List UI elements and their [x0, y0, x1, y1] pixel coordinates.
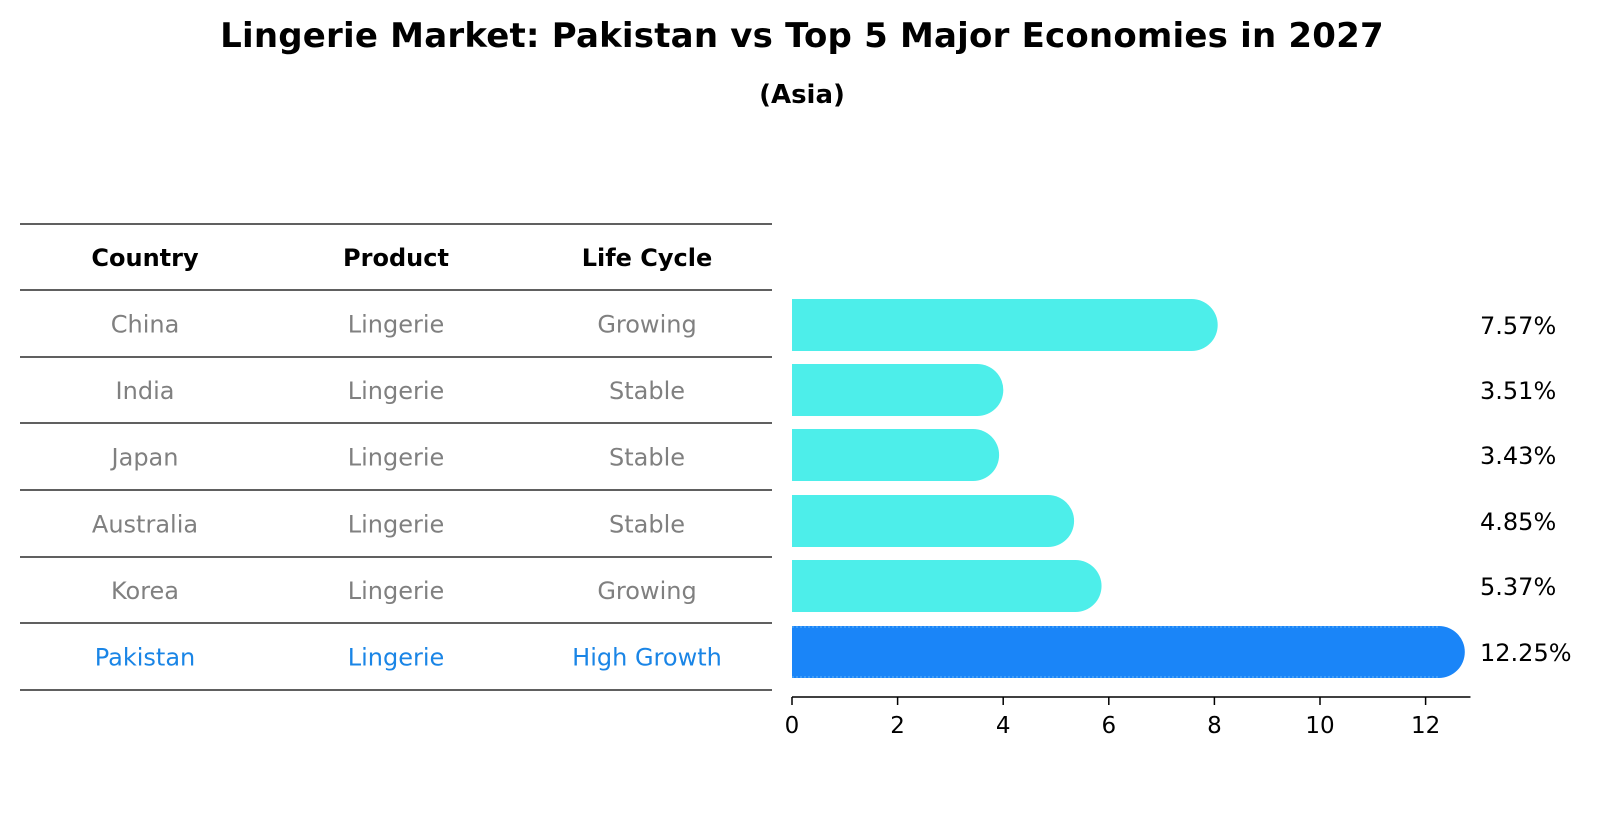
data-label: 7.57% — [1480, 312, 1556, 340]
bar-japan — [792, 429, 1000, 481]
table-header-product: Product — [343, 244, 449, 272]
table-cell: Stable — [609, 377, 685, 405]
table-cell: Lingerie — [348, 511, 445, 539]
chart-title: Lingerie Market: Pakistan vs Top 5 Major… — [220, 16, 1384, 56]
table-cell: Korea — [111, 577, 179, 605]
table-cell: Australia — [92, 511, 198, 539]
data-label: 3.43% — [1480, 442, 1556, 470]
data-label: 3.51% — [1480, 377, 1556, 405]
x-tick-label: 0 — [785, 713, 800, 739]
x-tick-label: 12 — [1411, 713, 1440, 739]
data-label: 5.37% — [1480, 573, 1556, 601]
bar-pakistan — [792, 626, 1465, 678]
x-tick-label: 4 — [996, 713, 1011, 739]
table-cell: Growing — [597, 311, 696, 339]
x-tick-label: 10 — [1305, 713, 1334, 739]
table-header-life-cycle: Life Cycle — [582, 244, 713, 272]
chart-subtitle: (Asia) — [759, 80, 845, 110]
data-label: 12.25% — [1480, 639, 1572, 667]
table-cell: India — [116, 377, 175, 405]
table-cell: Lingerie — [348, 644, 445, 672]
bar-china — [792, 299, 1218, 351]
table-cell: Japan — [110, 444, 179, 472]
table-cell: Lingerie — [348, 377, 445, 405]
bar-australia — [792, 495, 1075, 547]
bar-india — [792, 364, 1004, 416]
data-label: 4.85% — [1480, 508, 1556, 536]
table-cell: Lingerie — [348, 577, 445, 605]
table-cell: Stable — [609, 444, 685, 472]
table-cell: Lingerie — [348, 444, 445, 472]
x-tick-label: 6 — [1101, 713, 1116, 739]
table-cell: Lingerie — [348, 311, 445, 339]
table-cell: China — [111, 311, 180, 339]
bar-korea — [792, 560, 1102, 612]
table-cell: Stable — [609, 511, 685, 539]
table-cell: Pakistan — [95, 644, 196, 672]
table-cell: High Growth — [572, 644, 722, 672]
x-tick-label: 2 — [890, 713, 905, 739]
table-header-country: Country — [91, 244, 199, 272]
table-cell: Growing — [597, 577, 696, 605]
x-tick-label: 8 — [1207, 713, 1222, 739]
